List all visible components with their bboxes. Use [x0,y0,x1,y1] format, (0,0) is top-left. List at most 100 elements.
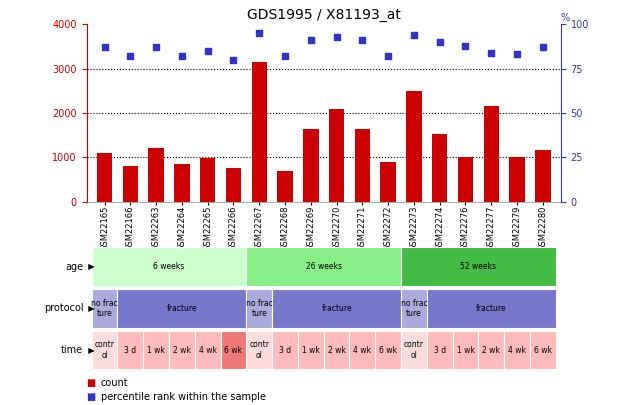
Point [125,53,135,60]
Point [228,57,238,63]
Point [435,39,445,45]
Text: 2 wk: 2 wk [173,345,191,355]
Point [512,51,522,58]
Text: 52 weeks: 52 weeks [460,262,496,271]
Bar [510,158,525,202]
Bar [97,153,112,202]
Bar [92,331,117,369]
Text: contr
ol: contr ol [249,341,269,360]
Bar [122,166,138,202]
Point [203,48,213,54]
Bar [195,331,221,369]
Bar [226,168,241,202]
Bar [427,331,453,369]
Bar [169,331,195,369]
Text: 6 weeks: 6 weeks [153,262,185,271]
Bar [324,331,349,369]
Text: ▶: ▶ [83,304,95,313]
Text: 3 d: 3 d [434,345,445,355]
Bar [406,91,422,202]
Bar [117,289,246,328]
Point [331,34,342,40]
Text: 3 d: 3 d [279,345,291,355]
Bar [458,158,473,202]
Bar [200,158,215,202]
Text: no frac
ture: no frac ture [246,299,272,318]
Bar [221,331,246,369]
Text: 6 wk: 6 wk [224,345,242,355]
Bar [92,289,117,328]
Bar [349,331,375,369]
Point [538,44,548,51]
Bar [401,289,427,328]
Bar [143,331,169,369]
Bar [535,149,551,202]
Bar [149,149,164,202]
Text: no frac
ture: no frac ture [401,299,428,318]
Point [254,30,264,36]
Text: 3 d: 3 d [124,345,137,355]
Text: 4 wk: 4 wk [199,345,217,355]
Bar [272,289,401,328]
Bar [478,331,504,369]
Text: ■: ■ [87,392,96,402]
Text: age: age [65,262,83,272]
Text: percentile rank within the sample: percentile rank within the sample [101,392,265,402]
Point [177,53,187,60]
Bar [401,247,556,286]
Text: fracture: fracture [321,304,352,313]
Point [460,43,470,49]
Bar [530,331,556,369]
Point [486,49,496,56]
Text: ▶: ▶ [83,345,95,355]
Text: fracture: fracture [167,304,197,313]
Bar [483,107,499,202]
Text: 1 wk: 1 wk [147,345,165,355]
Text: %: % [561,13,570,23]
Text: ▶: ▶ [83,262,95,271]
Bar [504,331,530,369]
Text: 2 wk: 2 wk [482,345,500,355]
Text: contr
ol: contr ol [95,341,115,360]
Bar [92,247,246,286]
Bar [278,171,293,202]
Bar [401,331,427,369]
Point [409,32,419,38]
Bar [453,331,478,369]
Point [357,37,367,43]
Bar [354,128,370,202]
Bar [329,109,344,202]
Bar [298,331,324,369]
Text: 6 wk: 6 wk [379,345,397,355]
Text: ■: ■ [87,377,96,388]
Bar [246,247,401,286]
Text: protocol: protocol [44,303,83,313]
Bar [174,164,190,202]
Text: fracture: fracture [476,304,506,313]
Bar [375,331,401,369]
Bar [251,62,267,202]
Point [280,53,290,60]
Text: 4 wk: 4 wk [353,345,371,355]
Text: count: count [101,377,128,388]
Text: 1 wk: 1 wk [302,345,320,355]
Text: 4 wk: 4 wk [508,345,526,355]
Point [99,44,110,51]
Bar [427,289,556,328]
Text: 2 wk: 2 wk [328,345,345,355]
Bar [432,134,447,202]
Text: no frac
ture: no frac ture [91,299,118,318]
Text: 1 wk: 1 wk [456,345,474,355]
Bar [117,331,143,369]
Bar [272,331,298,369]
Bar [246,289,272,328]
Text: 6 wk: 6 wk [534,345,552,355]
Point [383,53,394,60]
Point [306,37,316,43]
Bar [246,331,272,369]
Bar [380,162,396,202]
Text: 26 weeks: 26 weeks [306,262,342,271]
Bar [303,128,319,202]
Text: time: time [61,345,83,355]
Text: contr
ol: contr ol [404,341,424,360]
